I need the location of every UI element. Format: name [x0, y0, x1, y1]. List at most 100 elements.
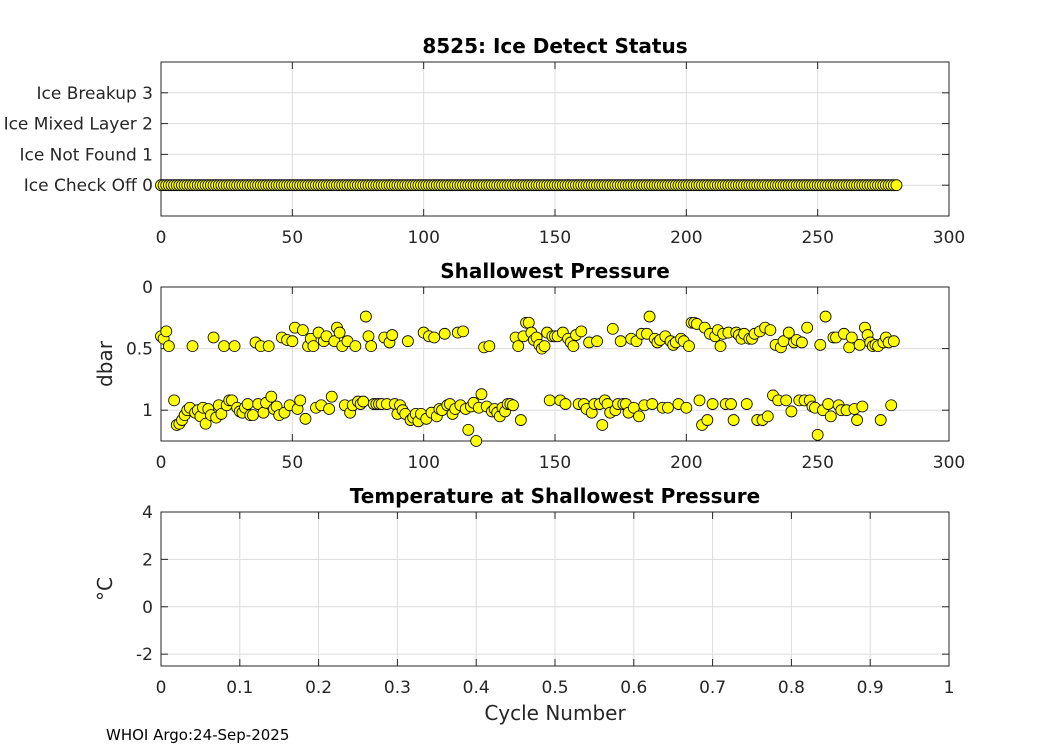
pressure-point-245	[801, 321, 814, 334]
temperature-ytick-label-1: 0	[142, 598, 153, 618]
pressure-point-116	[462, 424, 475, 436]
ice-status-xtick-label-4: 200	[670, 228, 702, 248]
pressure-point-200	[683, 340, 695, 353]
pressure-xtick-label-1: 50	[282, 453, 304, 473]
pressure-point-181	[633, 410, 645, 423]
pressure-point-207	[701, 414, 714, 426]
ice-status-ytick-label-0: Ice Check Off 0	[24, 176, 153, 196]
pressure-point-49	[286, 335, 299, 348]
pressure-point-79	[365, 340, 378, 353]
pressure-ytick-label-0: 0	[142, 278, 153, 298]
pressure-points	[155, 310, 900, 447]
pressure-point-238	[782, 326, 795, 339]
pressure-point-121	[475, 388, 488, 401]
pressure-point-185	[643, 310, 656, 323]
temperature-xtick-label-7: 0.7	[699, 678, 726, 698]
temperature-xtick-label-8: 0.8	[778, 678, 805, 698]
pressure-point-53	[296, 324, 309, 337]
pressure-point-3	[162, 340, 175, 353]
temperature-xtick-label-9: 0.9	[857, 678, 884, 698]
temperature-ytick-label-3: 4	[142, 503, 153, 523]
pressure-point-22	[215, 407, 228, 420]
pressure-point-153	[559, 398, 572, 410]
pressure-point-77	[359, 310, 372, 323]
pressure-point-199	[680, 401, 693, 414]
pressure-point-63	[323, 403, 336, 415]
temperature-ytick-label-2: 2	[142, 550, 153, 570]
pressure-point-254	[824, 410, 837, 423]
pressure-point-192	[662, 401, 674, 414]
pressure-xtick-label-5: 250	[801, 453, 833, 473]
ice-status-axes: 0 50 100 150 200 250 300 Ice Check Off 0 Ice Not…	[4, 34, 966, 248]
pressure-point-278	[887, 335, 900, 348]
ice-status-xtick-label-6: 300	[933, 228, 965, 248]
temperature-xlabel: Cycle Number	[484, 701, 626, 725]
ice-status-ytick-label-2: Ice Mixed Layer 2	[4, 115, 153, 135]
pressure-point-32	[241, 398, 254, 410]
ice-status-xtick-label-3: 150	[539, 228, 571, 248]
pressure-point-54	[299, 412, 312, 425]
pressure-point-64	[325, 390, 338, 403]
pressure-point-16	[199, 417, 212, 430]
pressure-point-230	[761, 410, 774, 423]
pressure-ytick-label-2: 1	[142, 401, 153, 421]
temperature-xtick-label-10: 1	[944, 678, 955, 698]
pressure-point-231	[764, 324, 777, 337]
pressure-point-261	[843, 341, 856, 354]
pressure-ylabel: dbar	[93, 340, 117, 387]
pressure-point-253	[822, 398, 835, 410]
pressure-xtick-label-6: 300	[933, 453, 965, 473]
pressure-point-52	[294, 394, 307, 407]
pressure-point-4	[168, 394, 181, 407]
pressure-point-40	[262, 340, 275, 353]
pressure-point-145	[538, 340, 551, 353]
pressure-point-273	[874, 414, 887, 426]
pressure-point-266	[856, 400, 869, 413]
pressure-xtick-label-2: 100	[407, 453, 439, 473]
pressure-xtick-label-4: 200	[670, 453, 702, 473]
pressure-point-38	[257, 406, 270, 419]
pressure-point-27	[228, 340, 241, 353]
pressure-point-87	[386, 329, 399, 341]
pressure-point-147	[543, 394, 556, 407]
pressure-point-209	[706, 398, 719, 410]
temperature-xtick-label-4: 0.4	[463, 678, 490, 698]
temperature-ytick-label-0: -2	[136, 645, 153, 665]
pressure-point-11	[186, 340, 199, 353]
pressure-point-250	[814, 339, 827, 351]
pressure-point-107	[438, 327, 451, 340]
pressure-point-212	[714, 340, 727, 353]
pressure-point-186	[646, 398, 659, 410]
pressure-point-252	[819, 310, 832, 323]
footer-stamp: WHOI Argo:24-Sep-2025	[106, 726, 290, 744]
temperature-xtick-label-6: 0.6	[620, 678, 647, 698]
temperature-axes: 0 0.1 0.2 0.3 0.4 0.5 0.6 0.7 0.8 0.9 1-2024Temper…	[93, 484, 954, 725]
pressure-point-114	[457, 325, 469, 338]
pressure-point-265	[853, 339, 866, 351]
pressure-xtick-label-0: 0	[156, 453, 167, 473]
pressure-point-103	[428, 331, 441, 344]
pressure-point-165	[591, 335, 603, 348]
pressure-point-136	[514, 414, 527, 426]
pressure-ytick-label-1: 0.5	[126, 340, 153, 360]
pressure-point-159	[575, 325, 588, 338]
pressure-point-119	[470, 435, 483, 447]
temperature-ylabel: °C	[93, 577, 117, 601]
pressure-point-124	[483, 340, 496, 353]
ice-status-xtick-label-5: 250	[801, 228, 833, 248]
ice-status-ytick-label-1: Ice Not Found 1	[19, 145, 153, 165]
pressure-point-139	[522, 316, 535, 329]
ice-status-xtick-label-0: 0	[156, 228, 167, 248]
pressure-point-19	[207, 331, 220, 344]
pressure-point-167	[596, 419, 609, 431]
pressure-point-156	[567, 340, 580, 353]
pressure-point-264	[851, 414, 863, 426]
temperature-xtick-label-5: 0.5	[541, 678, 568, 698]
pressure-point-262	[845, 331, 858, 344]
pressure-point-78	[362, 330, 375, 343]
pressure-point-222	[740, 398, 753, 410]
pressure-point-67	[333, 326, 346, 339]
ice-status-point-280	[890, 179, 903, 192]
temperature-title: Temperature at Shallowest Pressure	[350, 484, 760, 508]
pressure-point-249	[811, 428, 824, 441]
